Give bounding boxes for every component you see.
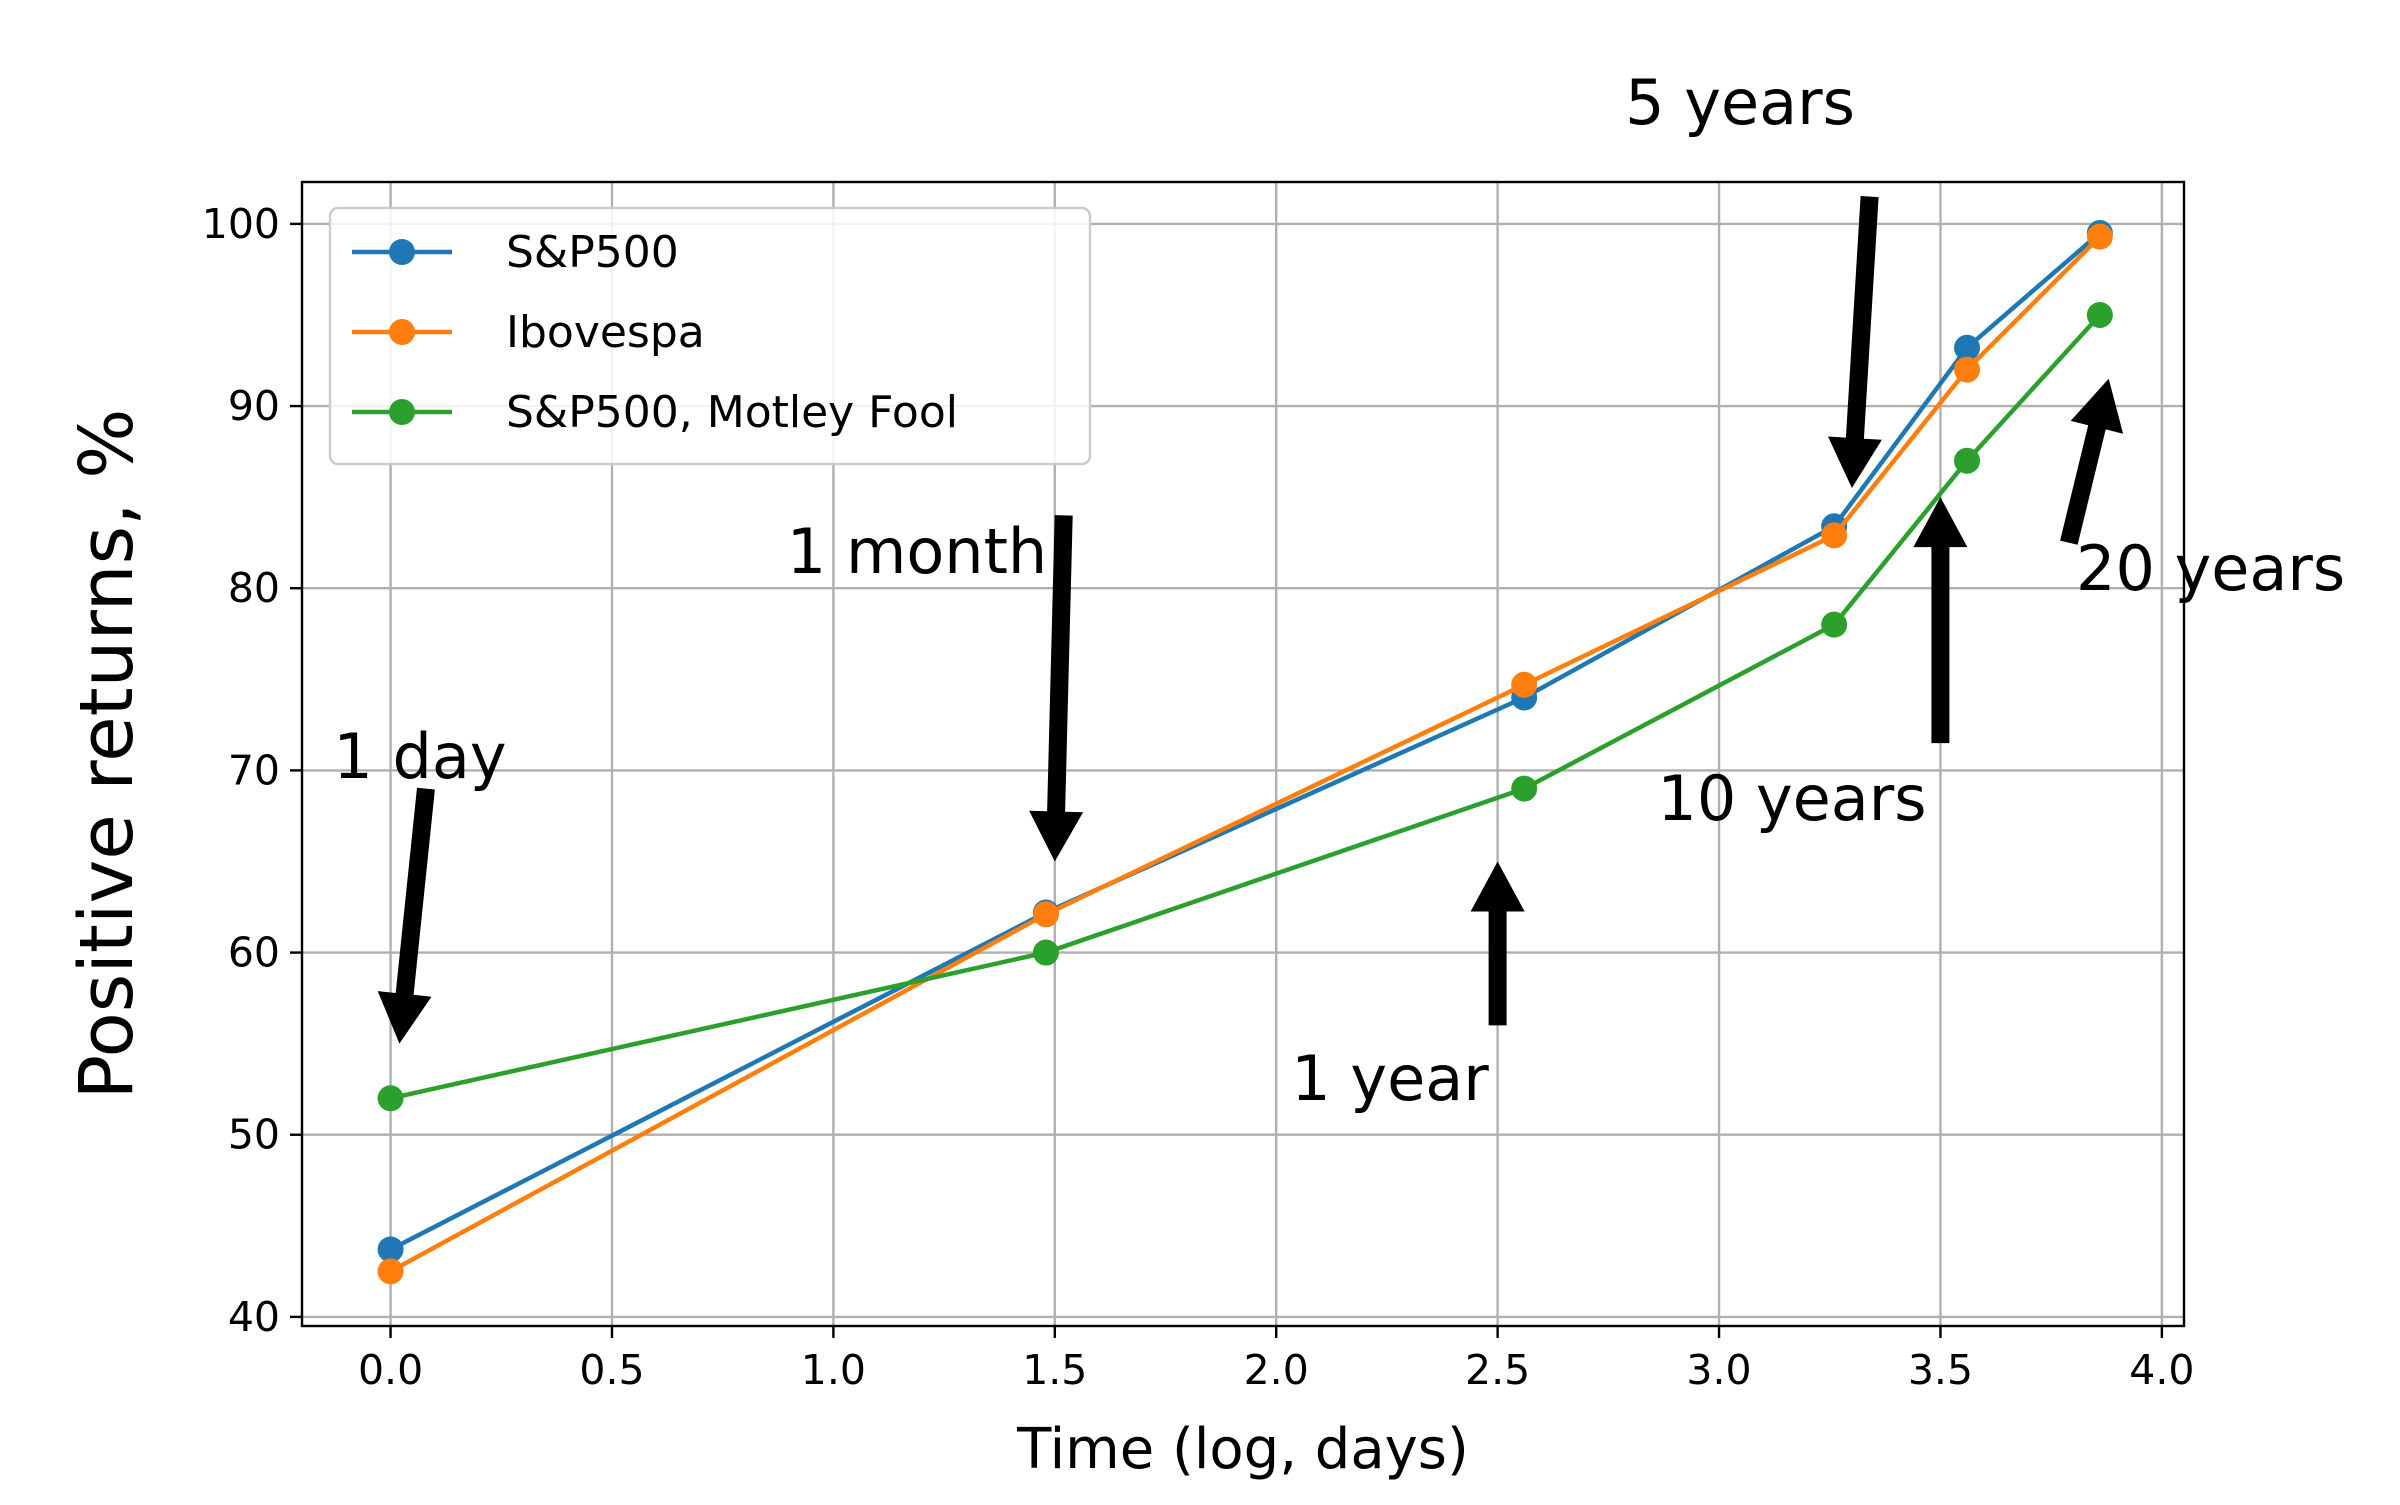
legend-item-2: Ibovespa: [352, 307, 705, 358]
x-tick-label: 1.5: [1022, 1346, 1087, 1394]
legend-label: Ibovespa: [506, 307, 705, 358]
legend-item-1: S&P500: [352, 227, 679, 278]
data-point: [2086, 301, 2113, 328]
series-line: [390, 313, 2102, 1101]
y-tick-label: 50: [228, 1111, 280, 1159]
x-tick-label: 0.0: [358, 1346, 423, 1394]
annotation-3: 1 year: [1291, 861, 1525, 1115]
annotation-label: 20 years: [2076, 532, 2345, 605]
arrow-shape: [1913, 497, 1968, 744]
series-3: [377, 301, 2113, 1112]
data-point: [377, 1236, 404, 1263]
annotation-label: 10 years: [1657, 762, 1926, 835]
data-point: [1954, 356, 1981, 383]
data-point: [1511, 775, 1538, 802]
annotation-4: 5 years: [1625, 66, 1882, 488]
data-point: [2086, 223, 2113, 250]
legend-swatch-marker: [389, 319, 415, 345]
data-series: [377, 220, 2113, 1285]
annotation-6: 20 years: [2060, 378, 2345, 605]
x-tick-label: 1.0: [801, 1346, 866, 1394]
data-point: [377, 1258, 404, 1285]
annotation-label: 1 day: [333, 720, 506, 793]
data-point: [1032, 901, 1059, 928]
x-tick-label: 2.0: [1244, 1346, 1309, 1394]
plot-area-frame: [300, 180, 2186, 1328]
y-tick-label: 90: [228, 382, 280, 430]
y-axis-label: Positive returns, %: [64, 409, 150, 1100]
legend-label: S&P500: [506, 227, 679, 278]
data-point: [1954, 334, 1981, 361]
series-line: [389, 235, 2102, 1274]
x-tick-label: 0.5: [579, 1346, 644, 1394]
annotation-label: 1 year: [1291, 1042, 1489, 1115]
annotation-label: 1 month: [787, 515, 1047, 588]
y-tick-label: 40: [228, 1293, 280, 1341]
series-2: [377, 223, 2113, 1285]
arrow-shape: [2060, 378, 2124, 545]
axis-ticks: 0.0 0.5 1.0 1.5 2.0 2.5 3.0 3.5 4.0 40 50 60 70 80 90 1…: [202, 200, 2195, 1394]
y-tick-label: 100: [202, 200, 280, 248]
x-axis-label: Time (log, days): [1016, 1417, 1469, 1482]
data-point: [1032, 939, 1059, 966]
annotation-5: 10 years: [1657, 497, 1968, 835]
legend-swatch-marker: [389, 399, 415, 425]
y-tick-label: 60: [228, 929, 280, 977]
annotations: 1 day 1 month 1 year 5 years 10 years 20 year…: [333, 66, 2345, 1115]
legend-box: [328, 206, 1092, 466]
arrow-shape: [1470, 861, 1525, 1026]
data-point: [1511, 671, 1538, 698]
annotation-2: 1 month: [787, 515, 1084, 862]
legend-swatch-marker: [389, 239, 415, 265]
annotation-label: 5 years: [1625, 66, 1855, 139]
legend: S&P500 Ibovespa S&P500, Motley Fool: [328, 206, 1092, 466]
x-tick-label: 3.0: [1686, 1346, 1751, 1394]
data-point: [1821, 611, 1848, 638]
data-point: [1954, 447, 1981, 474]
y-tick-label: 80: [228, 564, 280, 612]
annotation-1: 1 day: [333, 720, 507, 1044]
arrow-shape: [1029, 515, 1084, 862]
x-tick-label: 4.0: [2129, 1346, 2194, 1394]
arrow-shape: [1828, 196, 1882, 488]
arrow-shape: [377, 787, 435, 1044]
legend-item-3: S&P500, Motley Fool: [352, 387, 958, 438]
y-tick-label: 70: [228, 746, 280, 794]
legend-label: S&P500, Motley Fool: [506, 387, 958, 438]
data-point: [377, 1085, 404, 1112]
x-tick-label: 3.5: [1908, 1346, 1973, 1394]
data-point: [1821, 522, 1848, 549]
x-tick-label: 2.5: [1465, 1346, 1530, 1394]
